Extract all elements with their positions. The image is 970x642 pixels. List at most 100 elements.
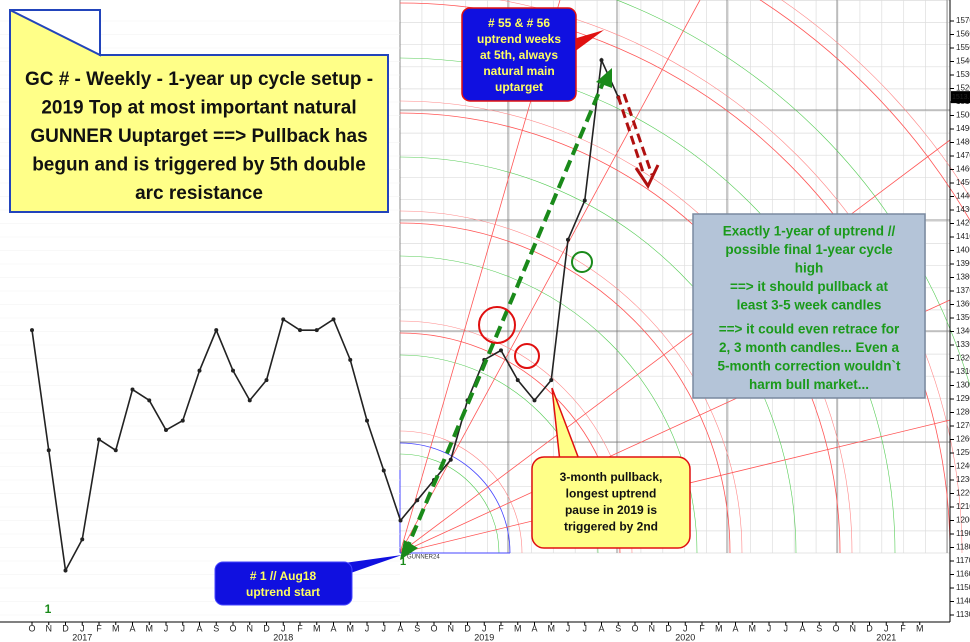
annotation-text: # 1 // Aug18 <box>250 569 317 583</box>
annotation-text: possible final 1-year cycle <box>725 242 893 257</box>
y-tick-label: 1310 <box>956 367 970 376</box>
price-point <box>582 198 587 203</box>
price-point <box>197 368 202 373</box>
x-tick-label: M <box>146 623 154 633</box>
x-tick-label: J <box>164 623 169 633</box>
x-tick-label: N <box>649 623 656 633</box>
x-tick-label: J <box>365 623 370 633</box>
annotation-text: GC # - Weekly - 1-year up cycle setup - <box>25 69 373 90</box>
x-tick-label: M <box>514 623 522 633</box>
note-box <box>531 456 691 549</box>
x-tick-label: F <box>699 623 705 633</box>
x-tick-label: O <box>631 623 638 633</box>
price-point <box>231 368 235 373</box>
x-tick-label: S <box>615 623 621 633</box>
y-tick-label: 1520 <box>956 84 970 93</box>
x-tick-label: M <box>347 623 355 633</box>
y-tick-label: 1360 <box>956 300 970 309</box>
arc <box>615 0 970 388</box>
price-point <box>281 317 286 322</box>
x-tick-label: J <box>281 623 286 633</box>
annotation-text: uptrend start <box>246 585 320 599</box>
x-tick-label: J <box>784 623 789 633</box>
x-tick-label: D <box>263 623 270 633</box>
annotation-text: uptrend weeks <box>477 32 561 46</box>
x-year-label: 2017 <box>72 632 92 642</box>
price-point <box>365 418 369 423</box>
y-tick-label: 1180 <box>956 543 970 552</box>
x-tick-label: A <box>531 623 537 633</box>
x-tick-label: N <box>46 623 53 633</box>
price-point <box>381 468 386 473</box>
y-tick-label: 1550 <box>956 43 970 52</box>
y-tick-label: 1160 <box>956 570 970 579</box>
y-tick-label: 1480 <box>956 138 970 147</box>
price-point <box>549 378 554 383</box>
y-tick-label: 1130 <box>956 610 970 619</box>
y-tick-label: 1340 <box>956 327 970 336</box>
y-tick-label: 1140 <box>956 597 970 606</box>
x-tick-label: A <box>598 623 604 633</box>
x-tick-label: J <box>482 623 487 633</box>
y-tick-label: 1150 <box>956 583 970 592</box>
annotation-text: pause in 2019 is <box>565 503 657 517</box>
x-tick-label: D <box>464 623 471 633</box>
price-point <box>532 398 537 403</box>
price-point <box>298 328 302 333</box>
y-tick-label: 1440 <box>956 192 970 201</box>
x-tick-label: A <box>196 623 202 633</box>
note-box <box>692 213 926 399</box>
annotation-text: begun and is triggered by 5th double <box>32 155 366 176</box>
price-point <box>599 58 604 63</box>
x-tick-label: J <box>80 623 85 633</box>
price-point <box>214 328 219 333</box>
marker-circle <box>514 343 540 369</box>
price-point <box>247 398 252 403</box>
x-tick-label: F <box>900 623 906 633</box>
x-tick-label: A <box>129 623 135 633</box>
annotation-text: uptarget <box>495 80 543 94</box>
price-point <box>180 418 185 423</box>
y-tick-label: 1330 <box>956 340 970 349</box>
y-tick-label: 1200 <box>956 516 970 525</box>
price-point <box>398 518 403 523</box>
x-tick-label: N <box>247 623 254 633</box>
annotation-text: least 3-5 week candles <box>737 298 882 313</box>
gunner-line <box>399 139 951 554</box>
price-point <box>348 357 353 362</box>
arc <box>399 210 743 554</box>
x-year-label: 2018 <box>273 632 293 642</box>
x-tick-label: O <box>832 623 839 633</box>
annotation-text: triggered by 2nd <box>564 520 658 534</box>
y-tick-label: 1170 <box>956 556 970 565</box>
x-tick-label: D <box>665 623 672 633</box>
x-tick-label: M <box>548 623 556 633</box>
y-tick-label: 1530 <box>956 70 970 79</box>
y-tick-label: 1240 <box>956 462 970 471</box>
x-tick-label: D <box>62 623 69 633</box>
y-tick-label: 1450 <box>956 178 970 187</box>
y-tick-label: 1470 <box>956 151 970 160</box>
price-point <box>448 457 453 462</box>
annotation-text: GUNNER Uuptarget ==> Pullback has <box>30 126 367 147</box>
price-point <box>415 498 420 503</box>
x-tick-label: J <box>566 623 571 633</box>
annotation-text: 5-month correction wouldn`t <box>718 359 901 374</box>
price-line <box>31 57 619 573</box>
y-tick-label: 1570 <box>956 16 970 25</box>
x-year-label: 2020 <box>675 632 695 642</box>
arc <box>399 442 511 554</box>
price-point <box>147 398 152 403</box>
x-tick-label: M <box>749 623 757 633</box>
x-tick-label: M <box>916 623 924 633</box>
x-tick-label: A <box>799 623 805 633</box>
arc <box>399 453 500 554</box>
annotation-text: at 5th, always <box>480 48 558 62</box>
y-tick-label: 1400 <box>956 246 970 255</box>
x-tick-label: J <box>767 623 772 633</box>
callout-pointer <box>570 30 604 55</box>
x-tick-label: O <box>229 623 236 633</box>
x-tick-label: A <box>330 623 336 633</box>
annotation-text: natural main <box>483 64 554 78</box>
